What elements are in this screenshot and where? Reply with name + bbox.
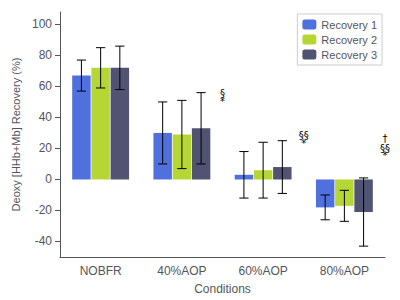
svg-text:Conditions: Conditions — [194, 282, 251, 296]
svg-text:20: 20 — [39, 141, 53, 155]
svg-text:80: 80 — [39, 48, 53, 62]
svg-text:Recovery 2: Recovery 2 — [321, 34, 377, 46]
svg-text:*: * — [220, 96, 225, 107]
svg-text:Recovery 1: Recovery 1 — [321, 19, 377, 31]
svg-text:Deoxy [HHb+Mb] Recovery (%): Deoxy [HHb+Mb] Recovery (%) — [10, 58, 22, 212]
svg-text:Recovery 3: Recovery 3 — [321, 49, 377, 61]
svg-text:80%AOP: 80%AOP — [320, 264, 369, 278]
svg-text:*: * — [301, 138, 306, 149]
svg-text:60%AOP: 60%AOP — [238, 264, 287, 278]
svg-text:60: 60 — [39, 79, 53, 93]
svg-text:0: 0 — [45, 172, 52, 186]
svg-text:100: 100 — [32, 17, 52, 31]
svg-text:-40: -40 — [35, 234, 53, 248]
svg-text:40%AOP: 40%AOP — [157, 264, 206, 278]
svg-text:NOBFR: NOBFR — [80, 264, 122, 278]
svg-text:40: 40 — [39, 110, 53, 124]
svg-text:-20: -20 — [35, 203, 53, 217]
svg-text:*: * — [383, 150, 388, 161]
